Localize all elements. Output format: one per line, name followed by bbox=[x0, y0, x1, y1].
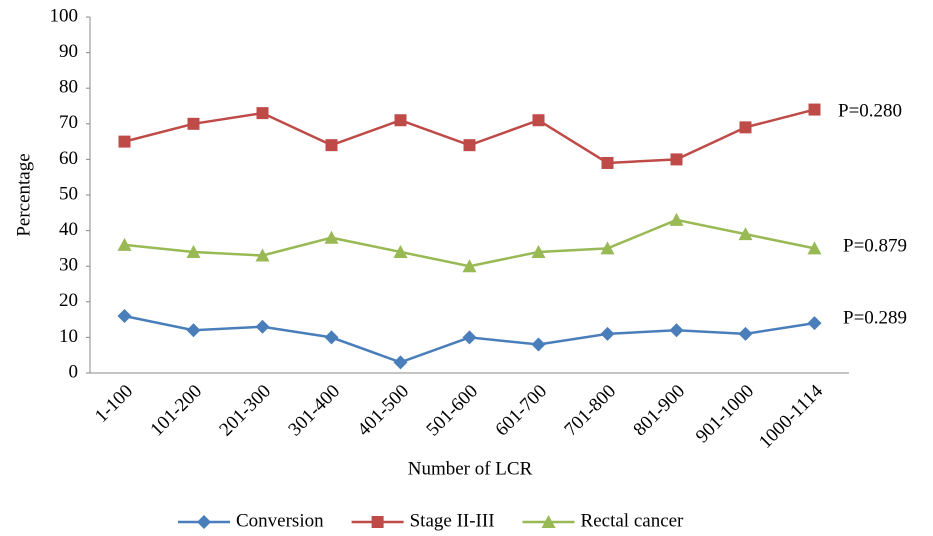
data-point bbox=[531, 337, 546, 352]
x-tick-label: 1-100 bbox=[91, 381, 137, 427]
data-point bbox=[531, 244, 546, 258]
x-tick-label: 901-1000 bbox=[692, 381, 758, 447]
data-point bbox=[600, 326, 615, 341]
y-tick-label: 40 bbox=[59, 219, 78, 240]
y-tick-label: 90 bbox=[59, 41, 78, 62]
x-tick-label: 801-900 bbox=[629, 381, 689, 441]
legend-label: Rectal cancer bbox=[581, 510, 685, 531]
data-point bbox=[462, 330, 477, 345]
data-point bbox=[255, 319, 270, 334]
series-line bbox=[124, 108, 815, 165]
x-tick-label: 601-700 bbox=[491, 381, 551, 441]
annotation: P=0.289 bbox=[843, 307, 907, 328]
x-tick-label: 501-600 bbox=[422, 381, 482, 441]
y-tick-label: 60 bbox=[59, 148, 78, 169]
data-point bbox=[324, 230, 339, 244]
x-tick-label: 701-800 bbox=[560, 381, 620, 441]
y-tick-label: 70 bbox=[59, 112, 78, 133]
data-point bbox=[324, 330, 339, 345]
y-tick-label: 100 bbox=[50, 5, 79, 26]
data-point bbox=[738, 227, 753, 241]
data-point bbox=[739, 121, 752, 134]
annotation: P=0.280 bbox=[838, 100, 902, 121]
data-point bbox=[255, 248, 270, 262]
data-point bbox=[600, 241, 615, 255]
data-point bbox=[256, 107, 269, 120]
data-point bbox=[325, 139, 338, 152]
legend-marker bbox=[371, 516, 384, 528]
data-point bbox=[669, 323, 684, 338]
data-point bbox=[463, 139, 476, 152]
y-tick-label: 0 bbox=[69, 361, 79, 382]
legend-marker bbox=[197, 515, 211, 529]
data-point bbox=[462, 259, 477, 273]
data-point bbox=[738, 326, 753, 341]
data-point bbox=[808, 103, 821, 116]
data-point bbox=[186, 323, 201, 338]
data-point bbox=[117, 309, 132, 324]
data-point bbox=[669, 212, 684, 226]
y-axis-title: Percentage bbox=[13, 153, 34, 236]
x-tick-label: 1000-1114 bbox=[755, 380, 827, 452]
data-point bbox=[670, 153, 683, 166]
legend-marker bbox=[541, 515, 556, 528]
data-point bbox=[187, 117, 200, 130]
data-point bbox=[532, 114, 545, 127]
data-point bbox=[807, 316, 822, 331]
legend-label: Stage II-III bbox=[410, 510, 495, 531]
x-tick-label: 201-300 bbox=[215, 381, 275, 441]
x-tick-label: 101-200 bbox=[146, 381, 206, 441]
data-point bbox=[394, 114, 407, 127]
data-point bbox=[186, 244, 201, 258]
x-tick-label: 301-400 bbox=[284, 381, 344, 441]
y-tick-label: 30 bbox=[59, 255, 78, 276]
y-tick-label: 10 bbox=[59, 326, 78, 347]
y-tick-label: 20 bbox=[59, 290, 78, 311]
data-point bbox=[118, 135, 131, 148]
data-point bbox=[601, 156, 614, 169]
x-axis-title: Number of LCR bbox=[408, 458, 533, 479]
legend-label: Conversion bbox=[236, 510, 324, 531]
data-point bbox=[807, 241, 822, 255]
data-point bbox=[393, 244, 408, 258]
data-point bbox=[117, 237, 132, 251]
annotation: P=0.879 bbox=[843, 235, 907, 256]
y-tick-label: 80 bbox=[59, 77, 78, 98]
y-tick-label: 50 bbox=[59, 183, 78, 204]
data-point bbox=[393, 355, 408, 370]
x-tick-label: 401-500 bbox=[353, 381, 413, 441]
